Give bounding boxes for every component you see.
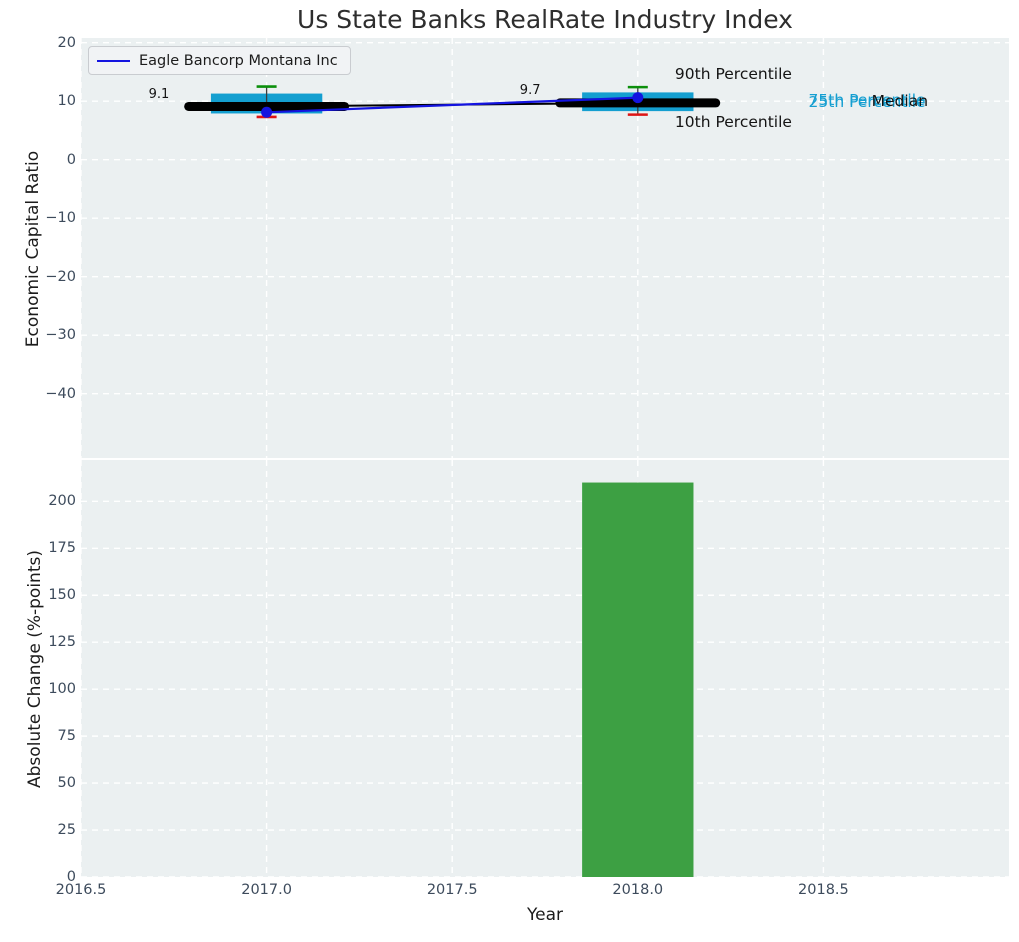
top-y-tick-label: −20 [16, 268, 76, 286]
bottom-y-tick-label: 75 [16, 727, 76, 745]
x-tick-label: 2018.5 [778, 881, 868, 899]
annotation-9-1: 9.1 [99, 87, 219, 102]
bottom-y-tick-label: 200 [16, 492, 76, 510]
bottom-plot-background [81, 460, 1009, 877]
company-point [632, 92, 643, 103]
change-bar [582, 483, 693, 877]
legend-line-sample [97, 60, 130, 62]
bottom-y-tick-label: 50 [16, 774, 76, 792]
bottom-y-axis-label: Absolute Change (%-points) [25, 529, 45, 809]
bottom-y-tick-label: 175 [16, 539, 76, 557]
bottom-y-tick-label: 25 [16, 821, 76, 839]
top-y-tick-label: 10 [16, 92, 76, 110]
chart-title: Us State Banks RealRate Industry Index [81, 5, 1009, 34]
top-y-tick-label: −30 [16, 326, 76, 344]
company-point [261, 107, 272, 118]
x-axis-label: Year [81, 905, 1009, 925]
figure: Us State Banks RealRate Industry Index E… [0, 0, 1019, 942]
legend-label: Eagle Bancorp Montana Inc [139, 53, 338, 69]
annotation-90th-percentile: 90th Percentile [675, 65, 792, 83]
top-y-tick-label: −10 [16, 209, 76, 227]
x-tick-label: 2017.0 [222, 881, 312, 899]
annotation-median: Median [872, 92, 928, 110]
bottom-y-tick-label: 150 [16, 586, 76, 604]
bottom-y-tick-label: 100 [16, 680, 76, 698]
legend: Eagle Bancorp Montana Inc [88, 46, 351, 75]
top-y-tick-label: 20 [16, 34, 76, 52]
x-tick-label: 2017.5 [407, 881, 497, 899]
top-y-tick-label: 0 [16, 151, 76, 169]
top-y-tick-label: −40 [16, 385, 76, 403]
bottom-y-tick-label: 125 [16, 633, 76, 651]
x-tick-label: 2016.5 [36, 881, 126, 899]
annotation-10th-percentile: 10th Percentile [675, 113, 792, 131]
x-tick-label: 2018.0 [593, 881, 683, 899]
chart-canvas [0, 0, 1019, 942]
annotation-9-7: 9.7 [470, 83, 590, 98]
